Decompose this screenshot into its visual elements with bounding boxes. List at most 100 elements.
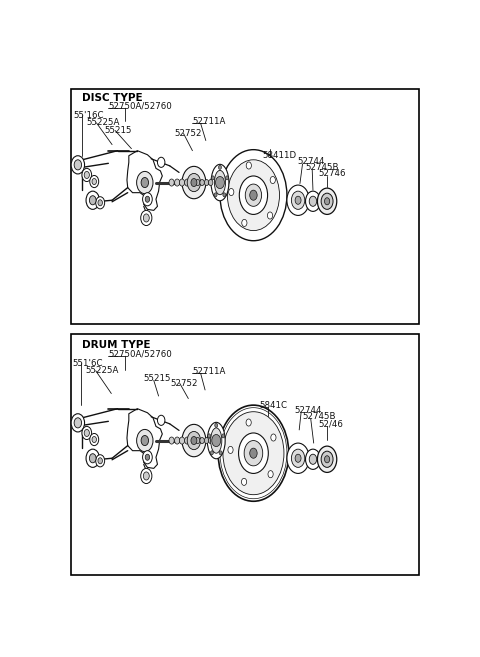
Circle shape xyxy=(222,434,225,438)
Circle shape xyxy=(219,451,222,455)
Ellipse shape xyxy=(215,170,226,194)
Circle shape xyxy=(141,436,148,445)
Circle shape xyxy=(180,179,185,186)
Circle shape xyxy=(96,455,105,467)
Text: 5841C: 5841C xyxy=(259,401,287,409)
Circle shape xyxy=(157,157,165,168)
Circle shape xyxy=(175,437,180,444)
Circle shape xyxy=(71,414,84,432)
Circle shape xyxy=(321,193,333,210)
Text: DISC TYPE: DISC TYPE xyxy=(83,93,143,103)
Circle shape xyxy=(96,196,105,209)
Circle shape xyxy=(306,449,321,469)
Text: 52744: 52744 xyxy=(297,157,325,166)
Circle shape xyxy=(191,436,197,445)
Circle shape xyxy=(185,179,190,186)
Text: 55225A: 55225A xyxy=(85,366,119,375)
Circle shape xyxy=(250,190,257,200)
Text: 52744: 52744 xyxy=(294,406,322,415)
Circle shape xyxy=(214,193,217,197)
Circle shape xyxy=(90,175,99,188)
Circle shape xyxy=(185,437,190,444)
Text: 52/46: 52/46 xyxy=(319,419,343,428)
Circle shape xyxy=(169,437,174,444)
Circle shape xyxy=(187,432,201,449)
Circle shape xyxy=(291,449,305,467)
Circle shape xyxy=(98,458,102,464)
Circle shape xyxy=(223,193,226,197)
Circle shape xyxy=(246,162,252,169)
Circle shape xyxy=(71,156,84,174)
Circle shape xyxy=(191,179,197,187)
Circle shape xyxy=(244,441,263,466)
Circle shape xyxy=(143,451,152,464)
Circle shape xyxy=(210,451,213,455)
Circle shape xyxy=(145,196,150,202)
Text: 55215: 55215 xyxy=(144,374,171,383)
Circle shape xyxy=(220,150,287,240)
Circle shape xyxy=(204,179,209,185)
Circle shape xyxy=(187,173,201,192)
Circle shape xyxy=(324,198,330,205)
Circle shape xyxy=(295,196,301,204)
Circle shape xyxy=(182,166,206,198)
Circle shape xyxy=(218,166,221,170)
Ellipse shape xyxy=(211,428,222,453)
Circle shape xyxy=(137,171,153,194)
Text: 55'16C: 55'16C xyxy=(73,111,104,120)
Circle shape xyxy=(169,179,174,186)
Circle shape xyxy=(92,179,96,185)
Circle shape xyxy=(295,454,301,463)
Text: 52711A: 52711A xyxy=(192,117,226,126)
Polygon shape xyxy=(127,409,162,468)
Circle shape xyxy=(215,423,218,428)
Text: 55215: 55215 xyxy=(105,126,132,135)
Circle shape xyxy=(86,191,99,210)
Circle shape xyxy=(82,168,92,181)
Circle shape xyxy=(141,177,148,188)
Circle shape xyxy=(84,430,89,436)
Circle shape xyxy=(180,437,185,444)
Circle shape xyxy=(287,443,309,474)
Circle shape xyxy=(137,430,153,451)
Ellipse shape xyxy=(211,164,229,201)
Text: 52750A/52760: 52750A/52760 xyxy=(108,350,172,359)
Bar xyxy=(71,334,419,575)
Circle shape xyxy=(98,200,102,206)
Circle shape xyxy=(195,438,200,443)
Circle shape xyxy=(141,210,152,225)
Circle shape xyxy=(212,434,221,447)
Circle shape xyxy=(211,176,215,180)
Ellipse shape xyxy=(207,422,225,459)
Circle shape xyxy=(216,177,225,189)
Circle shape xyxy=(267,212,273,219)
Circle shape xyxy=(270,177,276,183)
Circle shape xyxy=(291,191,305,210)
Circle shape xyxy=(250,448,257,459)
Circle shape xyxy=(175,179,180,186)
Circle shape xyxy=(200,438,204,443)
Circle shape xyxy=(90,434,99,445)
Circle shape xyxy=(89,454,96,463)
Text: 52745B: 52745B xyxy=(305,164,339,172)
Circle shape xyxy=(324,456,330,463)
Circle shape xyxy=(82,426,92,440)
Circle shape xyxy=(144,214,149,222)
Circle shape xyxy=(143,193,152,206)
Circle shape xyxy=(89,196,96,205)
Bar xyxy=(71,89,419,324)
Polygon shape xyxy=(127,150,162,210)
Circle shape xyxy=(321,451,333,467)
Circle shape xyxy=(268,470,273,478)
Text: 52745B: 52745B xyxy=(302,413,336,421)
Circle shape xyxy=(218,405,289,501)
Circle shape xyxy=(228,160,279,231)
Circle shape xyxy=(208,438,213,443)
Circle shape xyxy=(306,191,321,212)
Circle shape xyxy=(228,189,234,196)
Circle shape xyxy=(208,434,211,438)
Circle shape xyxy=(226,176,228,180)
Text: 551'6C: 551'6C xyxy=(72,359,103,368)
Circle shape xyxy=(309,454,317,464)
Circle shape xyxy=(195,179,200,185)
